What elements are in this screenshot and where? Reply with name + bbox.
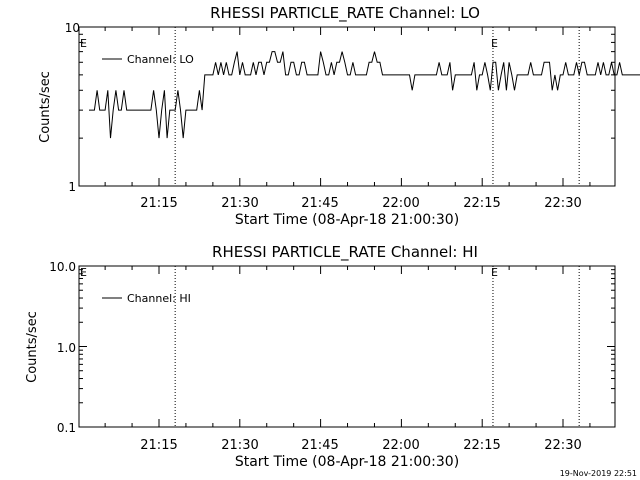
hi-xtick-labels: 21:15 21:30 21:45 22:00 22:15 22:30 [140, 438, 581, 453]
lo-xtick-label-2215: 22:15 [463, 196, 500, 211]
lo-xtick-label-2115: 21:15 [140, 196, 177, 211]
lo-xtick-labels: 21:15 21:30 21:45 22:00 22:15 22:30 [140, 196, 581, 211]
hi-xtick-label-2230: 22:30 [544, 438, 581, 453]
hi-xtick-label-2115: 21:15 [140, 438, 177, 453]
lo-legend-label: Channel: LO [127, 53, 194, 66]
lo-ticks [79, 26, 615, 187]
lo-x-axis-label: Start Time (08-Apr-18 21:00:30) [235, 212, 459, 228]
hi-xtick-label-2215: 22:15 [463, 438, 500, 453]
lo-series-line [89, 51, 640, 139]
lo-plot-frame [78, 26, 616, 187]
lo-legend: Channel: LO [102, 53, 194, 66]
hi-ytick-label-10: 10.0 [49, 260, 76, 274]
footer-timestamp: 19-Nov-2019 22:51 [560, 469, 637, 478]
hi-ytick-label-0-1: 0.1 [57, 421, 76, 435]
lo-event-marker-start: E [80, 37, 87, 50]
hi-ticks [79, 265, 615, 428]
hi-chart-title: RHESSI PARTICLE_RATE Channel: HI [212, 243, 478, 262]
hi-event-marker-end: E [491, 266, 498, 279]
hi-x-axis-label: Start Time (08-Apr-18 21:00:30) [235, 454, 459, 470]
hi-xtick-label-2145: 21:45 [301, 438, 338, 453]
lo-ytick-label-1: 1 [68, 180, 76, 194]
lo-event-lines [174, 27, 580, 186]
lo-xtick-label-2130: 21:30 [221, 196, 258, 211]
hi-chart: RHESSI PARTICLE_RATE Channel: HI 10.0 1.… [25, 243, 616, 470]
hi-y-axis-label: Counts/sec [25, 311, 40, 383]
lo-y-axis-label: Counts/sec [38, 71, 53, 143]
lo-event-marker-end: E [491, 37, 498, 50]
lo-chart: RHESSI PARTICLE_RATE Channel: LO 1 10 Co… [38, 4, 640, 228]
hi-legend-label: Channel: HI [127, 292, 191, 305]
hi-xtick-label-2200: 22:00 [382, 438, 419, 453]
hi-event-marker-start: E [80, 266, 87, 279]
hi-event-lines [174, 266, 580, 427]
lo-xtick-label-2200: 22:00 [382, 196, 419, 211]
hi-xtick-label-2130: 21:30 [221, 438, 258, 453]
lo-xtick-label-2145: 21:45 [301, 196, 338, 211]
lo-xtick-label-2230: 22:30 [544, 196, 581, 211]
lo-ytick-label-10: 10 [65, 21, 80, 35]
hi-legend: Channel: HI [102, 292, 191, 305]
hi-plot-frame [78, 265, 616, 428]
lo-chart-title: RHESSI PARTICLE_RATE Channel: LO [210, 4, 480, 23]
hi-ytick-label-1: 1.0 [57, 341, 76, 355]
